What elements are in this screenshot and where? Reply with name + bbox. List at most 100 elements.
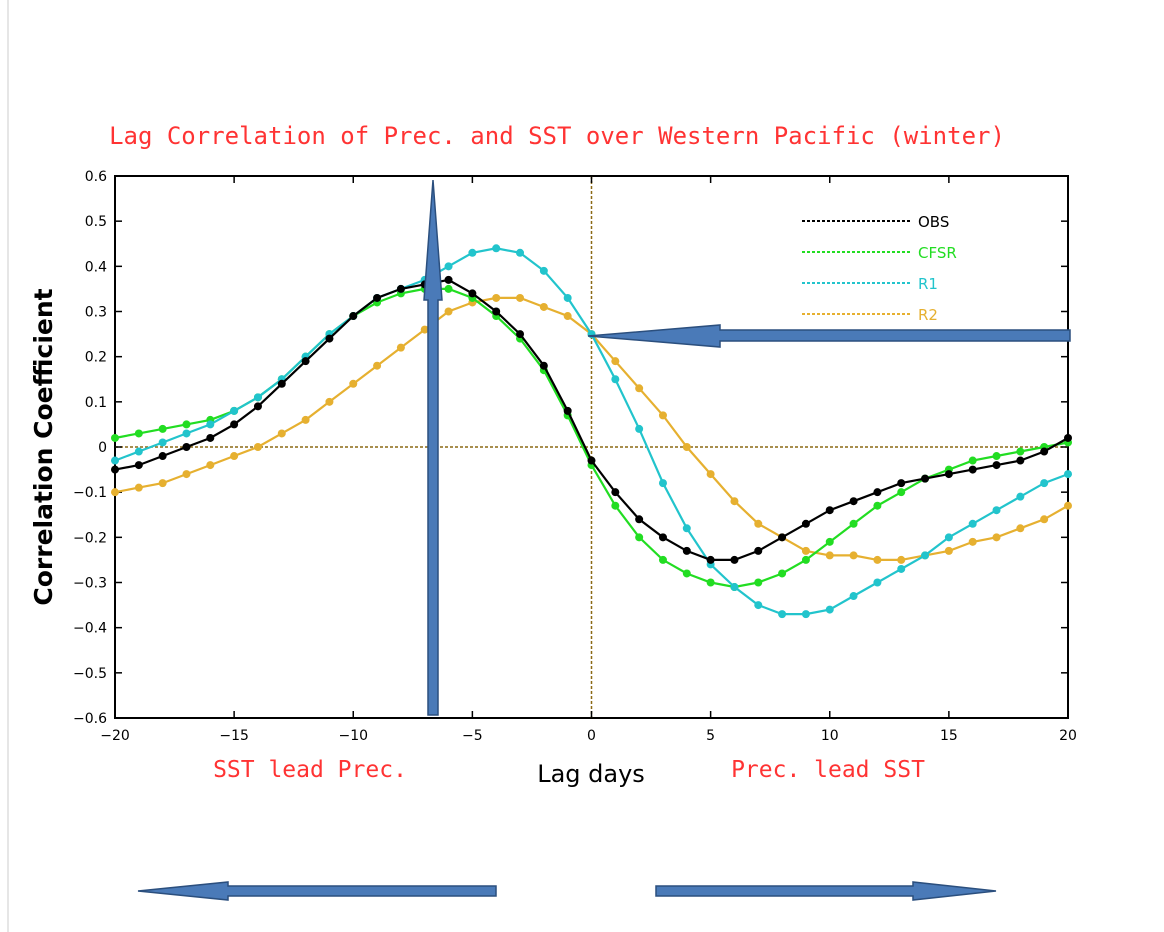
data-point-r1 [968,519,977,528]
data-point-r2 [111,488,119,497]
data-point-r1 [635,424,644,433]
data-point-obs [801,519,810,528]
data-point-r2 [325,397,334,406]
data-point-r2 [968,537,977,546]
data-point-obs [730,555,739,564]
series-layer [111,244,1072,619]
data-point-obs [992,461,1001,470]
data-point-r2 [754,519,763,528]
x-tick-label: 0 [587,728,596,744]
data-point-r1 [182,429,191,438]
data-point-cfsr [611,501,620,510]
data-point-r2 [373,361,382,370]
data-point-obs [253,402,262,411]
data-point-r1 [658,479,667,488]
data-point-r1 [992,506,1001,515]
data-point-cfsr [778,569,787,578]
annotation-prec-lead: Prec. lead SST [731,757,925,783]
data-point-obs [611,488,620,497]
data-point-obs [230,420,239,429]
x-axis-label: Lag days [537,760,645,788]
x-tick-label: 20 [1059,728,1077,744]
data-point-obs [349,312,358,321]
x-tick-label: 5 [706,728,715,744]
y-tick-label: 0.3 [85,305,107,321]
data-point-r1 [611,375,620,384]
data-point-r1 [849,592,858,601]
data-point-r2 [516,293,525,302]
data-point-r2 [230,452,239,461]
data-point-r2 [635,384,644,393]
data-point-obs [111,465,119,474]
data-point-obs [1040,447,1049,456]
y-tick-label: 0.4 [85,259,107,275]
data-point-cfsr [897,488,906,497]
data-point-r1 [468,248,477,257]
data-point-obs [134,461,143,470]
data-point-r2 [1016,524,1025,533]
y-tick-label: 0.2 [85,350,107,366]
data-point-r2 [658,411,667,420]
data-point-r1 [730,583,739,592]
data-point-cfsr [682,569,691,578]
data-point-obs [754,546,763,555]
data-point-obs [944,470,953,479]
data-point-r2 [873,555,882,564]
data-point-cfsr [801,555,810,564]
legend-label: R2 [918,306,938,324]
data-point-cfsr [825,537,834,546]
data-point-cfsr [706,578,715,587]
y-tick-label: −0.5 [73,666,107,682]
data-point-obs [277,379,286,388]
data-point-obs [539,361,548,370]
data-point-r1 [492,244,501,253]
data-point-r2 [682,443,691,451]
y-tick-label: −0.1 [73,485,107,501]
data-point-obs [635,515,644,524]
legend-label: OBS [918,213,949,231]
data-point-obs [921,474,930,483]
data-point-r2 [825,551,834,560]
chart-title: Lag Correlation of Prec. and SST over We… [109,122,1005,150]
data-point-r1 [134,447,143,456]
data-point-obs [873,488,882,497]
data-point-r2 [301,415,310,424]
x-tick-label: 10 [821,728,839,744]
data-point-obs [706,555,715,564]
data-point-cfsr [158,424,167,433]
data-point-cfsr [754,578,763,587]
data-point-r2 [1040,515,1049,524]
data-point-cfsr [111,433,119,442]
data-point-obs [587,456,596,465]
data-point-r1 [778,610,787,619]
data-point-r1 [444,262,453,271]
left-arrow-bottom [137,881,497,901]
legend-label: R1 [918,275,938,293]
up-arrow [423,179,443,716]
data-point-r2 [801,546,810,555]
data-point-r2 [277,429,286,438]
data-point-r1 [754,601,763,610]
y-tick-label: 0 [98,440,107,456]
y-tick-label: −0.2 [73,530,107,546]
series-obs [111,275,1072,564]
data-point-r2 [944,546,953,555]
series-r1 [111,244,1072,619]
data-point-r2 [420,325,429,334]
data-point-r2 [444,307,453,316]
data-point-cfsr [635,533,644,542]
legend: OBS CFSR R1 R2 [802,213,957,324]
data-point-r1 [1016,492,1025,501]
data-point-cfsr [182,420,191,429]
data-point-cfsr [444,284,453,293]
data-point-obs [516,330,525,339]
data-point-obs [682,546,691,555]
data-point-r1 [539,266,548,275]
data-point-cfsr [992,452,1001,461]
y-tick-label: −0.3 [73,576,107,592]
data-point-r1 [921,551,930,560]
data-point-r2 [158,479,167,488]
data-point-r1 [682,524,691,533]
data-point-cfsr [849,519,858,528]
